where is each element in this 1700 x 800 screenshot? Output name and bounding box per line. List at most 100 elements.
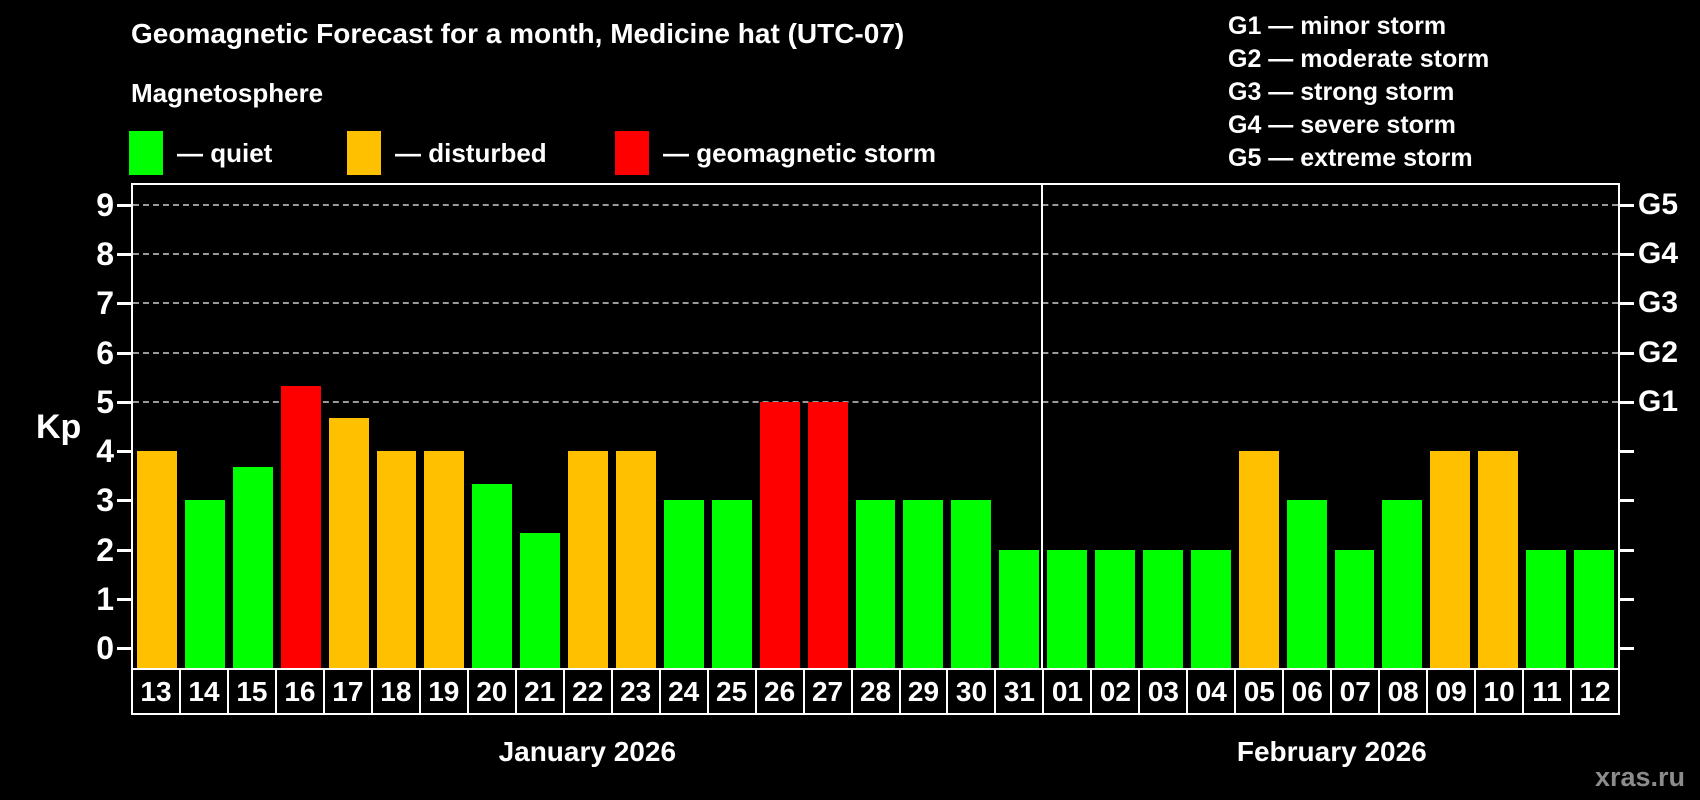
day-label: 23 bbox=[612, 668, 661, 715]
day-label: 19 bbox=[420, 668, 469, 715]
day-label: 06 bbox=[1284, 668, 1333, 715]
g-legend-line-g1: G1 — minor storm bbox=[1228, 12, 1447, 40]
g-label-g4: G4 bbox=[1638, 237, 1679, 270]
quiet-swatch-icon bbox=[129, 131, 163, 175]
y-tick-label-7: 7 bbox=[96, 285, 114, 322]
kp-bar bbox=[711, 500, 752, 668]
day-label: 01 bbox=[1044, 668, 1093, 715]
day-label: 04 bbox=[1188, 668, 1237, 715]
kp-bar bbox=[663, 500, 704, 668]
y-axis-tick bbox=[117, 351, 131, 355]
day-label: 29 bbox=[900, 668, 949, 715]
kp-bar bbox=[1334, 549, 1375, 668]
g-legend-line-g5: G5 — extreme storm bbox=[1228, 144, 1473, 172]
right-axis-tick bbox=[1620, 400, 1634, 404]
page-title: Geomagnetic Forecast for a month, Medici… bbox=[131, 18, 905, 49]
day-label: 25 bbox=[708, 668, 757, 715]
right-axis-tick bbox=[1620, 302, 1634, 306]
kp-bar bbox=[328, 418, 369, 668]
y-tick-label-8: 8 bbox=[96, 236, 114, 272]
y-axis-label: Kp bbox=[36, 408, 82, 446]
kp-bar bbox=[1095, 549, 1135, 668]
y-tick-label-9: 9 bbox=[96, 186, 114, 223]
day-label: 28 bbox=[852, 668, 901, 715]
day-label: 21 bbox=[516, 668, 565, 715]
y-axis-tick bbox=[117, 647, 131, 651]
disturbed-swatch-icon bbox=[347, 131, 381, 175]
legend-item-quiet: — quiet bbox=[129, 130, 272, 176]
y-axis-tick bbox=[117, 548, 131, 552]
y-axis-tick bbox=[117, 253, 131, 256]
kp-bar bbox=[1382, 500, 1423, 668]
storm-swatch-icon bbox=[615, 131, 649, 175]
kp-bar bbox=[520, 533, 561, 668]
y-axis-tick bbox=[117, 302, 131, 306]
kp-bar bbox=[903, 500, 944, 668]
month-label-january: January 2026 bbox=[498, 736, 677, 767]
month-label-february: February 2026 bbox=[1236, 736, 1427, 767]
kp-bar bbox=[376, 451, 417, 668]
kp-bar bbox=[759, 401, 800, 668]
day-label: 08 bbox=[1380, 668, 1429, 715]
g-legend-line-g4: G4 — severe storm bbox=[1228, 111, 1456, 139]
right-axis-tick bbox=[1620, 203, 1634, 207]
day-label: 14 bbox=[180, 668, 229, 715]
kp-bar bbox=[280, 385, 321, 668]
y-axis-tick bbox=[117, 400, 131, 404]
right-axis-tick bbox=[1620, 450, 1634, 454]
kp-bar bbox=[616, 451, 656, 668]
g-label-g3: G3 bbox=[1638, 286, 1679, 320]
y-tick-label-5: 5 bbox=[96, 383, 114, 420]
right-axis-tick bbox=[1620, 499, 1634, 503]
kp-bar bbox=[184, 500, 225, 668]
day-label: 03 bbox=[1140, 668, 1189, 715]
day-label: 07 bbox=[1332, 668, 1381, 715]
right-axis-tick bbox=[1620, 647, 1634, 651]
kp-bar bbox=[951, 500, 992, 668]
day-label: 27 bbox=[804, 668, 853, 715]
legend-label-disturbed: — disturbed bbox=[395, 137, 547, 168]
y-tick-label-1: 1 bbox=[96, 581, 114, 617]
g-legend-line-g3: G3 — strong storm bbox=[1228, 78, 1455, 106]
kp-bar bbox=[1574, 549, 1614, 668]
g-label-g1: G1 bbox=[1638, 384, 1679, 418]
kp-bar bbox=[568, 451, 609, 668]
day-label: 15 bbox=[228, 668, 277, 715]
day-label: 30 bbox=[948, 668, 997, 715]
day-label: 18 bbox=[372, 668, 421, 715]
day-label: 20 bbox=[468, 668, 517, 715]
kp-bar bbox=[999, 549, 1040, 668]
y-tick-label-0: 0 bbox=[96, 630, 114, 667]
day-label: 11 bbox=[1524, 668, 1573, 715]
gridline-kp-5 bbox=[133, 400, 1618, 403]
y-axis-tick bbox=[117, 598, 131, 601]
y-tick-label-3: 3 bbox=[96, 482, 114, 519]
g-label-g2: G2 bbox=[1638, 335, 1679, 369]
kp-bar bbox=[1047, 549, 1088, 668]
month-divider-line bbox=[1041, 185, 1044, 668]
legend-label-quiet: — quiet bbox=[177, 137, 273, 168]
y-axis-tick bbox=[117, 203, 131, 207]
gridline-kp-8 bbox=[133, 253, 1618, 255]
right-axis-tick bbox=[1620, 351, 1634, 355]
y-axis-tick bbox=[117, 450, 131, 454]
legend-item-storm: — geomagnetic storm bbox=[615, 130, 936, 176]
day-label: 10 bbox=[1476, 668, 1525, 715]
day-label: 26 bbox=[756, 668, 805, 715]
g-label-g5: G5 bbox=[1638, 187, 1679, 221]
day-label: 17 bbox=[324, 668, 373, 715]
gridline-kp-9 bbox=[133, 203, 1618, 206]
kp-bar bbox=[807, 401, 848, 668]
storm-scale-legend: G1 — minor storm G2 — moderate storm G3 … bbox=[1228, 10, 1489, 175]
gridline-kp-6 bbox=[133, 351, 1618, 354]
right-axis-tick bbox=[1620, 598, 1634, 601]
day-label: 05 bbox=[1236, 668, 1285, 715]
day-label: 16 bbox=[276, 668, 325, 715]
g-legend-line-g2: G2 — moderate storm bbox=[1228, 45, 1490, 73]
kp-bar bbox=[232, 467, 273, 668]
day-label: 13 bbox=[131, 668, 181, 715]
day-label: 31 bbox=[996, 668, 1045, 715]
y-tick-label-2: 2 bbox=[96, 531, 114, 568]
gridline-kp-7 bbox=[133, 302, 1618, 305]
